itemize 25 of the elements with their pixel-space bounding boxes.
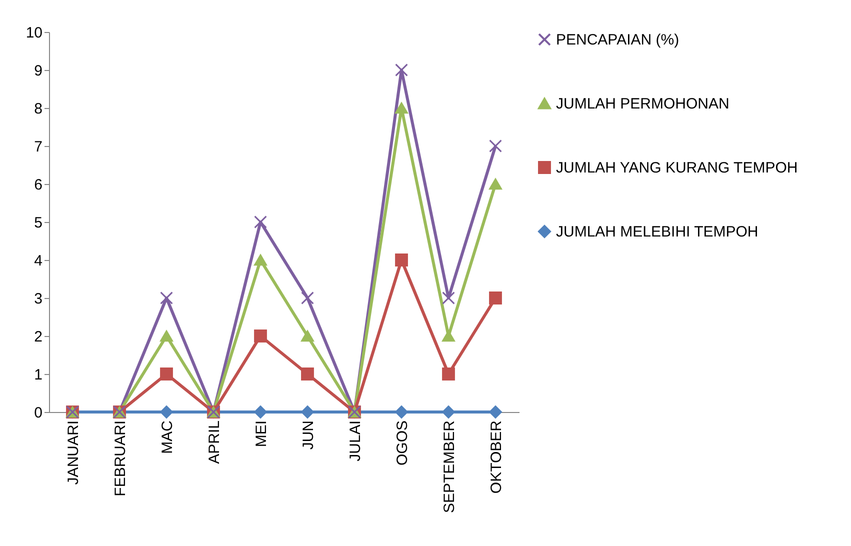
legend-label: PENCAPAIAN (%) <box>556 32 680 48</box>
y-tick-label: 0 <box>34 404 42 422</box>
x-tick-label: OKTOBER <box>488 420 505 494</box>
y-tick-label: 10 <box>26 24 42 42</box>
y-tick-label: 9 <box>34 62 42 80</box>
y-tick-label: 3 <box>34 290 42 308</box>
x-tick-label: JUN <box>300 420 317 450</box>
x-tick-label: MAC <box>159 420 176 454</box>
x-tick-label: SEPTEMBER <box>441 420 458 514</box>
legend-label: JUMLAH MELEBIHI TEMPOH <box>556 224 758 240</box>
y-tick-label: 7 <box>34 138 42 156</box>
x-tick-label: JULAI <box>347 420 364 462</box>
x-tick-label: FEBRUARI <box>112 420 129 496</box>
y-tick-label: 2 <box>34 328 42 346</box>
y-tick-label: 4 <box>34 252 42 270</box>
y-tick-label: 1 <box>34 366 42 384</box>
x-tick-label: JANUARI <box>65 420 82 485</box>
x-tick-label: APRIL <box>206 420 223 464</box>
x-tick-label: OGOS <box>394 420 411 466</box>
y-tick-label: 8 <box>34 100 42 118</box>
y-tick-label: 5 <box>34 214 42 232</box>
legend-label: JUMLAH PERMOHONAN <box>556 96 730 112</box>
legend-label: JUMLAH YANG KURANG TEMPOH <box>556 160 798 176</box>
x-tick-label: MEI <box>253 420 270 448</box>
y-tick-label: 6 <box>34 176 42 194</box>
